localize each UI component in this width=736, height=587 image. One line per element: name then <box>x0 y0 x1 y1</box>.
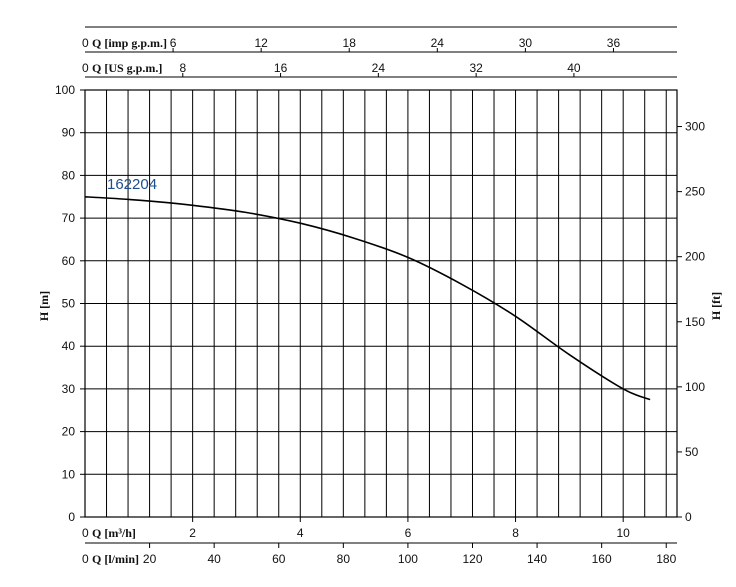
y-left-tick-label: 80 <box>62 168 76 182</box>
top-axis-tick-label: 24 <box>431 36 445 50</box>
top-axis-tick-label: 12 <box>254 36 268 50</box>
y-axis-right-title: H [ft] <box>709 292 723 320</box>
x-tick-label: 10 <box>617 526 631 540</box>
y-right-tick-label: 150 <box>685 315 705 329</box>
y-left-tick-label: 0 <box>68 510 75 524</box>
y-right-tick-label: 250 <box>685 185 705 199</box>
series-label: 162204 <box>107 176 157 193</box>
y-right-tick-label: 200 <box>685 250 705 264</box>
x-tick-label: 2 <box>189 526 196 540</box>
x2-tick-label: 20 <box>143 552 157 566</box>
x2-tick-label: 60 <box>272 552 286 566</box>
x2-tick-label: 180 <box>656 552 676 566</box>
x2-tick-label: 160 <box>592 552 612 566</box>
y-left-tick-label: 70 <box>62 211 76 225</box>
x2-tick-label: 140 <box>527 552 547 566</box>
top-axis-tick-label: 24 <box>372 61 386 75</box>
y-right-tick-label: 0 <box>685 510 692 524</box>
y-axis-left-title: H [m] <box>37 291 51 321</box>
top-axis-tick-label: 16 <box>274 61 288 75</box>
top-axis-tick-label: 0 <box>82 61 89 75</box>
chart-grid <box>84 89 678 518</box>
y-right-tick-label: 300 <box>685 120 705 134</box>
top-axis-tick-label: 40 <box>567 61 581 75</box>
x2-tick-label: 40 <box>207 552 221 566</box>
y-left-tick-label: 100 <box>55 83 75 97</box>
series-layer: 162204 <box>84 176 651 401</box>
y-right-tick-label: 50 <box>685 445 699 459</box>
x2-tick-label: 0 <box>82 552 89 566</box>
x2-tick-label: 80 <box>337 552 351 566</box>
top-axis-tick-label: 8 <box>179 61 186 75</box>
y-left-tick-label: 20 <box>62 425 76 439</box>
y-axis-left: 0 10 20 30 40 50 60 70 80 90 100 <box>55 83 85 524</box>
y-left-tick-label: 60 <box>62 254 76 268</box>
top-axis-tick-label: 30 <box>519 36 533 50</box>
x-tick-label: 0 <box>82 526 89 540</box>
top-axis-title: Q [US g.p.m.] <box>92 61 162 75</box>
x-axis-title: Q [m³/h] <box>92 526 136 540</box>
y-left-tick-label: 10 <box>62 467 76 481</box>
y-axis-right: 0 50 100 150 200 250 300 <box>677 120 705 524</box>
top-axis-tick-label: 18 <box>343 36 357 50</box>
y-left-tick-label: 50 <box>62 297 76 311</box>
x2-tick-label: 120 <box>462 552 482 566</box>
y-left-tick-label: 90 <box>62 126 76 140</box>
x-tick-label: 6 <box>405 526 412 540</box>
x2-tick-label: 100 <box>398 552 418 566</box>
y-left-tick-label: 40 <box>62 339 76 353</box>
top-axis-title: Q [imp g.p.m.] <box>92 36 167 50</box>
top-axis-tick-label: 0 <box>82 36 89 50</box>
x-tick-label: 8 <box>512 526 519 540</box>
top-axis-tick-label: 36 <box>607 36 621 50</box>
top-axis-tick-label: 32 <box>469 61 483 75</box>
x2-axis-title: Q [l/min] <box>92 552 139 566</box>
top-axis-tick-label: 6 <box>170 36 177 50</box>
y-left-tick-label: 30 <box>62 382 76 396</box>
x-tick-label: 4 <box>297 526 304 540</box>
series-curve <box>84 196 651 401</box>
y-right-tick-label: 100 <box>685 380 705 394</box>
